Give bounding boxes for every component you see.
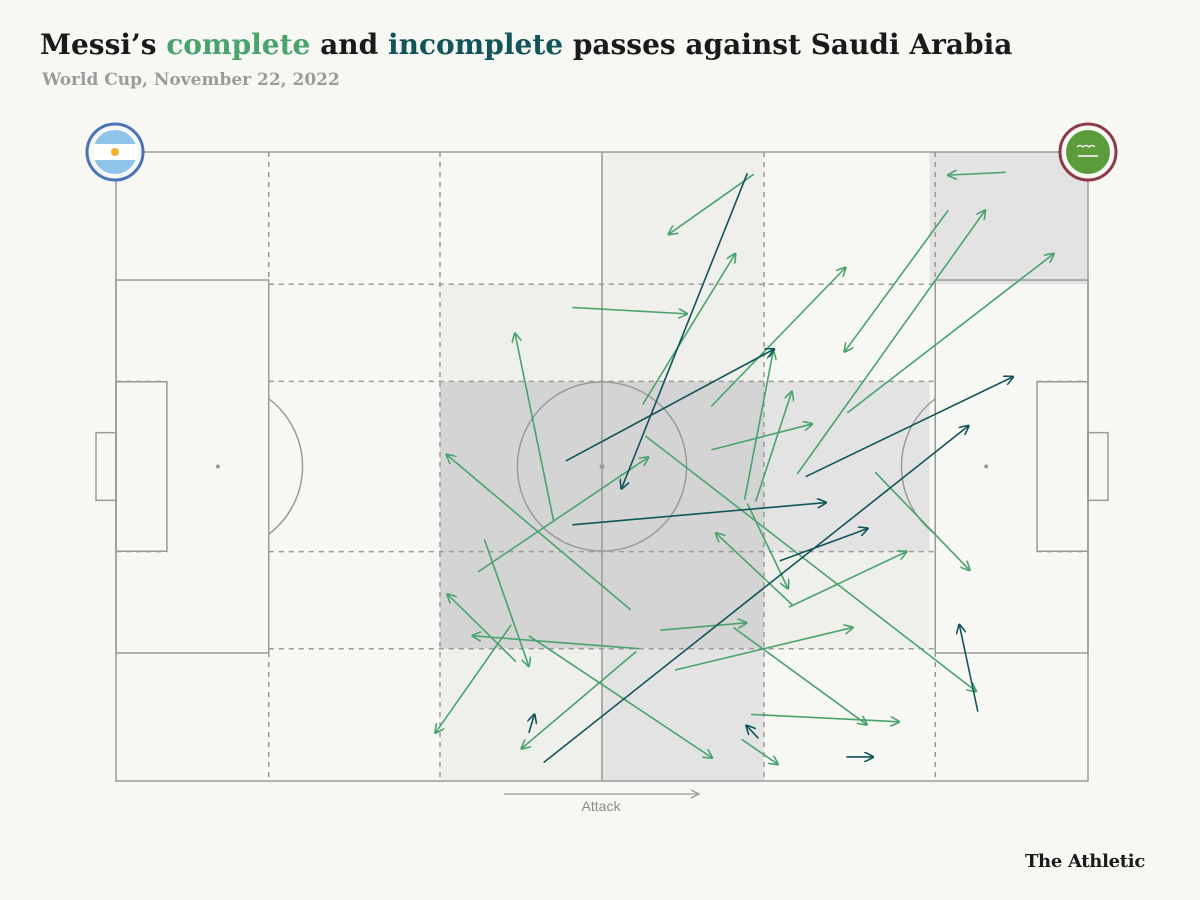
zone-cell (602, 551, 764, 649)
complete-pass-arrow (732, 626, 866, 724)
zone-cell (764, 381, 930, 552)
complete-pass-arrow (572, 306, 687, 313)
complete-pass-arrow (751, 713, 899, 721)
zone-cell (764, 551, 930, 649)
title-part-tail: passes against Saudi Arabia (563, 28, 1013, 61)
pitch-markings (95, 151, 1109, 782)
complete-pass-arrow (660, 623, 746, 632)
right-six-yard-box (1036, 381, 1089, 552)
argentina-flag-icon (85, 122, 145, 182)
complete-pass-arrow (948, 172, 1006, 175)
complete-pass-arrow (741, 738, 778, 764)
complete-pass-arrow (483, 539, 528, 667)
incomplete-pass-arrow (959, 625, 979, 712)
complete-pass-arrow (743, 351, 774, 500)
incomplete-pass-arrow (779, 528, 868, 562)
incomplete-pass-arrow (621, 172, 749, 488)
zone-cell (602, 152, 764, 285)
left-penalty-spot (215, 464, 220, 469)
complete-pass-arrow (710, 268, 845, 407)
title-complete-keyword: complete (166, 28, 311, 61)
complete-pass-arrow (528, 635, 712, 758)
complete-pass-arrow (472, 636, 640, 650)
zone-cell (440, 284, 602, 382)
left-six-yard-box (115, 381, 168, 552)
zone-cell (440, 381, 602, 552)
complete-pass-arrow (846, 254, 1053, 414)
complete-pass-arrow (845, 209, 949, 352)
complete-pass-arrow (716, 533, 794, 606)
title-incomplete-keyword: incomplete (387, 28, 564, 61)
zone-cell (602, 381, 764, 552)
right-penalty-spot (984, 464, 989, 469)
right-goal (1087, 431, 1109, 502)
left-goal (95, 431, 117, 502)
attack-direction: Attack (504, 789, 701, 814)
zone-cell (440, 648, 602, 781)
complete-pass-arrow (446, 454, 632, 611)
complete-pass-arrow (711, 424, 812, 451)
attack-label: Attack (582, 798, 622, 814)
incomplete-pass-arrow (529, 714, 535, 734)
saudi-arabia-flag-icon (1058, 122, 1118, 182)
complete-pass-arrow (645, 435, 976, 691)
complete-pass-arrow (754, 392, 792, 502)
complete-pass-arrow (796, 210, 985, 475)
zone-cell (602, 648, 764, 781)
complete-pass-arrow (447, 594, 517, 663)
complete-pass-arrow (515, 333, 555, 523)
left-penalty-arc (268, 398, 304, 535)
chart-subtitle: World Cup, November 22, 2022 (42, 70, 340, 90)
chart-title: Messi’s complete and incomplete passes a… (40, 28, 1012, 61)
complete-pass-arrow (669, 173, 755, 234)
title-part-lead: Messi’s (40, 28, 167, 61)
complete-pass-arrow (521, 650, 637, 749)
brand-logo: The Athletic (1024, 851, 1145, 872)
incomplete-pass-arrow (543, 426, 969, 764)
incomplete-pass-arrow (805, 377, 1013, 478)
incomplete-pass-arrow (572, 503, 826, 526)
zone-cell (929, 152, 1088, 285)
zone-cell (440, 551, 602, 649)
pass-arrows (435, 172, 1053, 764)
complete-pass-arrow (477, 457, 648, 573)
centre-circle (516, 381, 688, 552)
title-part-and: and (310, 28, 388, 61)
attack-arrow-head (690, 789, 701, 799)
centre-spot (599, 464, 605, 469)
incomplete-pass-arrow (565, 349, 774, 462)
complete-pass-arrow (435, 624, 512, 733)
left-penalty-area (115, 279, 270, 654)
complete-pass-arrow (642, 254, 736, 405)
incomplete-pass-arrow (746, 726, 760, 739)
complete-pass-arrow (788, 552, 907, 608)
right-penalty-area (934, 279, 1089, 654)
